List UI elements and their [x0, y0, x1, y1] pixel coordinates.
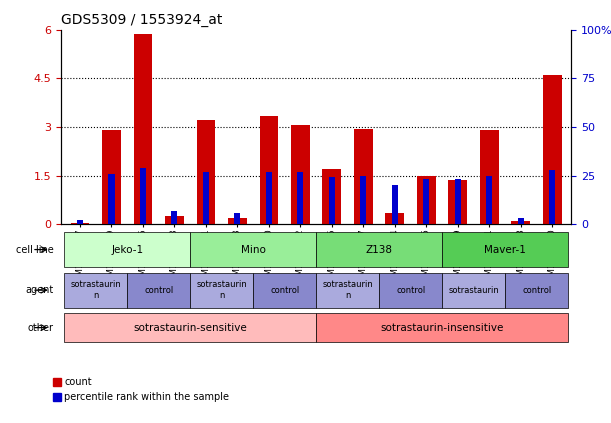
Text: sotrastaurin
n: sotrastaurin n — [70, 280, 121, 300]
Bar — [253, 273, 316, 308]
Bar — [298, 172, 304, 224]
Bar — [455, 179, 461, 224]
Text: control: control — [144, 286, 174, 295]
Bar — [64, 273, 127, 308]
Text: other: other — [27, 323, 54, 332]
Bar — [549, 170, 555, 224]
Bar — [316, 233, 442, 267]
Bar — [260, 115, 279, 224]
Bar — [203, 172, 209, 224]
Text: sotrastaurin
n: sotrastaurin n — [323, 280, 373, 300]
Bar — [543, 75, 562, 224]
Bar — [190, 273, 253, 308]
Bar — [360, 176, 367, 224]
Bar — [379, 273, 442, 308]
Bar — [172, 211, 178, 224]
Bar — [102, 130, 121, 224]
Bar — [77, 220, 83, 224]
Text: sotrastaurin: sotrastaurin — [448, 286, 499, 295]
Bar — [197, 121, 216, 224]
Bar — [266, 172, 272, 224]
Bar — [291, 125, 310, 224]
Bar — [70, 222, 89, 224]
Bar — [486, 176, 492, 224]
Bar — [127, 273, 190, 308]
Text: control: control — [270, 286, 299, 295]
Bar — [140, 168, 146, 224]
Text: Maver-1: Maver-1 — [484, 244, 526, 255]
Bar — [228, 218, 247, 224]
Bar — [354, 129, 373, 224]
Bar — [518, 218, 524, 224]
Bar — [423, 179, 430, 224]
Text: control: control — [522, 286, 551, 295]
Bar — [505, 273, 568, 308]
Bar — [190, 233, 316, 267]
Text: GDS5309 / 1553924_at: GDS5309 / 1553924_at — [61, 13, 222, 27]
Bar — [480, 130, 499, 224]
Bar — [329, 178, 335, 224]
Bar — [417, 176, 436, 224]
Text: control: control — [396, 286, 425, 295]
Text: cell line: cell line — [16, 244, 54, 255]
Bar — [165, 216, 184, 224]
Bar — [392, 185, 398, 224]
Text: sotrastaurin-insensitive: sotrastaurin-insensitive — [381, 323, 504, 332]
Bar — [511, 221, 530, 224]
Text: agent: agent — [26, 285, 54, 295]
Text: sotrastaurin-sensitive: sotrastaurin-sensitive — [133, 323, 247, 332]
Bar — [109, 173, 114, 224]
Bar — [235, 212, 241, 224]
Bar — [442, 273, 505, 308]
Bar — [448, 181, 467, 224]
Text: Mino: Mino — [241, 244, 266, 255]
Legend: count, percentile rank within the sample: count, percentile rank within the sample — [54, 377, 230, 402]
Bar — [134, 35, 152, 224]
Bar — [386, 213, 404, 224]
Bar — [64, 233, 190, 267]
Text: Z138: Z138 — [365, 244, 393, 255]
Bar — [323, 169, 342, 224]
Bar — [442, 233, 568, 267]
Text: Jeko-1: Jeko-1 — [111, 244, 144, 255]
Bar — [316, 273, 379, 308]
Bar — [316, 313, 568, 342]
Bar — [64, 313, 316, 342]
Text: sotrastaurin
n: sotrastaurin n — [196, 280, 247, 300]
